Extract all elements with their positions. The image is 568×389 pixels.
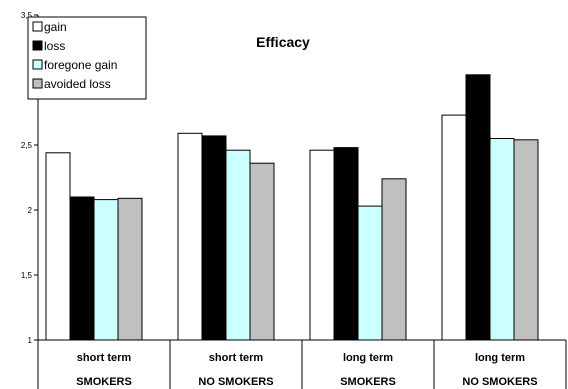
y-tick-label: 1: [28, 336, 33, 345]
bar-loss-1: [201, 135, 227, 341]
bar-foregone-gain-1: [225, 149, 251, 341]
bar-group: [45, 74, 539, 341]
category-label-term: long term: [343, 352, 393, 364]
bar-gain-2: [309, 149, 335, 341]
bar-loss-3: [465, 74, 491, 341]
bar-gain-0: [45, 152, 71, 341]
legend-swatch-gain: [32, 21, 43, 32]
y-tick-label: 2: [28, 206, 33, 215]
bar-avoided-loss-3: [513, 139, 539, 341]
bar-foregone-gain-2: [357, 205, 383, 341]
bar-foregone-gain-0: [93, 199, 119, 341]
legend: gain loss foregone gain avoided loss: [27, 16, 147, 100]
legend-label-loss: loss: [44, 39, 65, 53]
category-label-group: NO SMOKERS: [462, 376, 537, 388]
bar-foregone-gain-3: [489, 138, 515, 341]
bar-avoided-loss-0: [117, 197, 143, 341]
legend-label-avoided-loss: avoided loss: [44, 77, 111, 91]
legend-swatch-foregone-gain: [32, 59, 43, 70]
y-tick-label: 3,5: [21, 11, 33, 20]
legend-swatch-loss: [32, 40, 43, 51]
legend-box: [27, 16, 147, 100]
bar-gain-3: [441, 114, 467, 341]
category-labels: short term SMOKERS short term NO SMOKERS lon…: [37, 340, 567, 389]
category-label-term: long term: [475, 352, 525, 364]
category-label-group: SMOKERS: [76, 376, 132, 388]
category-label-term: short term: [209, 352, 264, 364]
category-label-group: NO SMOKERS: [198, 376, 273, 388]
category-label-term: short term: [77, 352, 132, 364]
y-tick-label: 2,5: [21, 141, 33, 150]
bar-gain-1: [177, 132, 203, 341]
bar-loss-2: [333, 147, 359, 341]
legend-label-foregone-gain: foregone gain: [44, 58, 117, 72]
category-label-group: SMOKERS: [340, 376, 396, 388]
y-tick-label: 1,5: [21, 271, 33, 280]
legend-swatch-avoided-loss: [32, 78, 43, 89]
bar-avoided-loss-2: [381, 178, 407, 341]
bar-avoided-loss-1: [249, 162, 275, 341]
chart-title: Efficacy: [256, 34, 310, 50]
bar-loss-0: [69, 196, 95, 341]
legend-label-gain: gain: [44, 20, 67, 34]
